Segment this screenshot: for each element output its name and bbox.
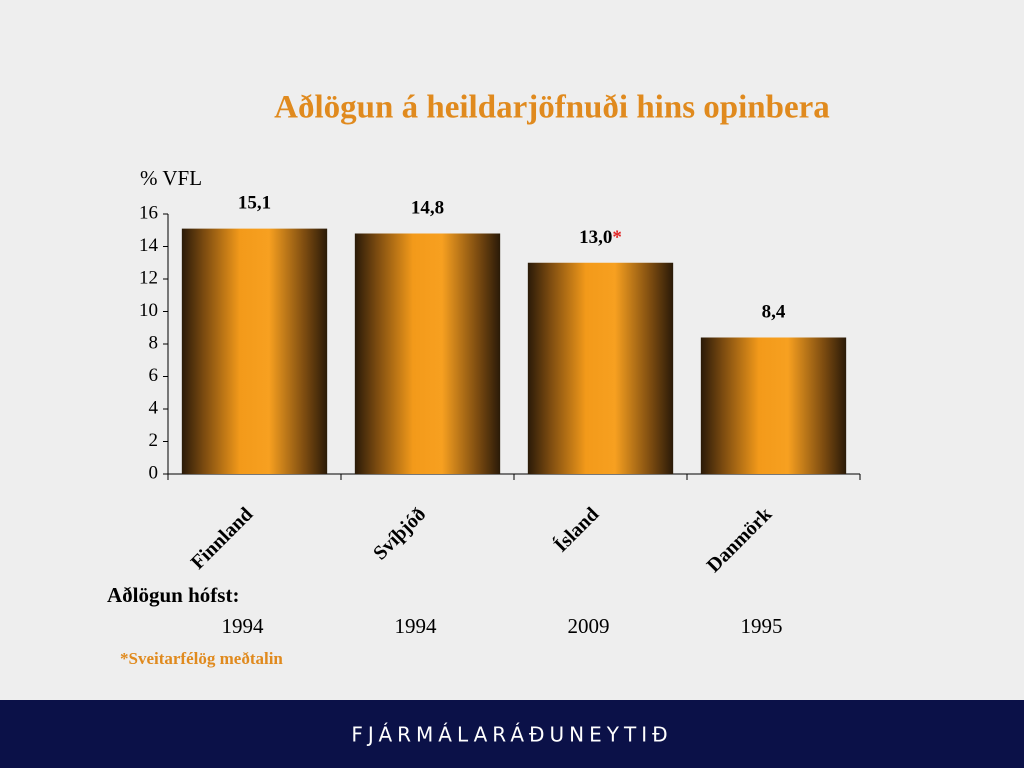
y-tick-label: 16 bbox=[139, 202, 158, 223]
bar bbox=[700, 337, 847, 474]
bar bbox=[527, 262, 674, 474]
y-tick-label: 4 bbox=[149, 397, 159, 418]
footer-bar bbox=[0, 700, 1024, 768]
value-label-text: 13,0 bbox=[579, 227, 612, 248]
background bbox=[0, 0, 1024, 700]
start-year: 1994 bbox=[222, 614, 265, 638]
y-tick-label: 14 bbox=[139, 235, 159, 256]
value-label-text: 8,4 bbox=[762, 302, 786, 323]
y-tick-label: 10 bbox=[139, 300, 158, 321]
start-year: 1994 bbox=[395, 614, 438, 638]
y-tick-label: 6 bbox=[149, 365, 159, 386]
chart-title: Aðlögun á heildarjöfnuði hins opinbera bbox=[274, 90, 830, 126]
value-label: 14,8 bbox=[411, 198, 444, 219]
value-label-text: 15,1 bbox=[238, 193, 271, 214]
y-tick-label: 0 bbox=[149, 462, 159, 483]
y-tick-label: 2 bbox=[149, 430, 159, 451]
footer-text: FJÁRMÁLARÁÐUNEYTIÐ bbox=[351, 723, 672, 747]
bar bbox=[354, 233, 501, 474]
value-label: 8,4 bbox=[762, 302, 786, 323]
value-label-note: * bbox=[612, 227, 622, 248]
bar bbox=[181, 228, 328, 474]
y-axis-label: % VFL bbox=[140, 166, 202, 190]
start-year: 1995 bbox=[741, 614, 783, 638]
start-label: Aðlögun hófst: bbox=[107, 583, 239, 607]
footnote: *Sveitarfélög meðtalin bbox=[120, 649, 283, 668]
value-label: 15,1 bbox=[238, 193, 271, 214]
start-year: 2009 bbox=[568, 614, 610, 638]
value-label-text: 14,8 bbox=[411, 198, 444, 219]
y-tick-label: 8 bbox=[149, 332, 159, 353]
value-label: 13,0* bbox=[579, 227, 622, 248]
y-tick-label: 12 bbox=[139, 267, 158, 288]
